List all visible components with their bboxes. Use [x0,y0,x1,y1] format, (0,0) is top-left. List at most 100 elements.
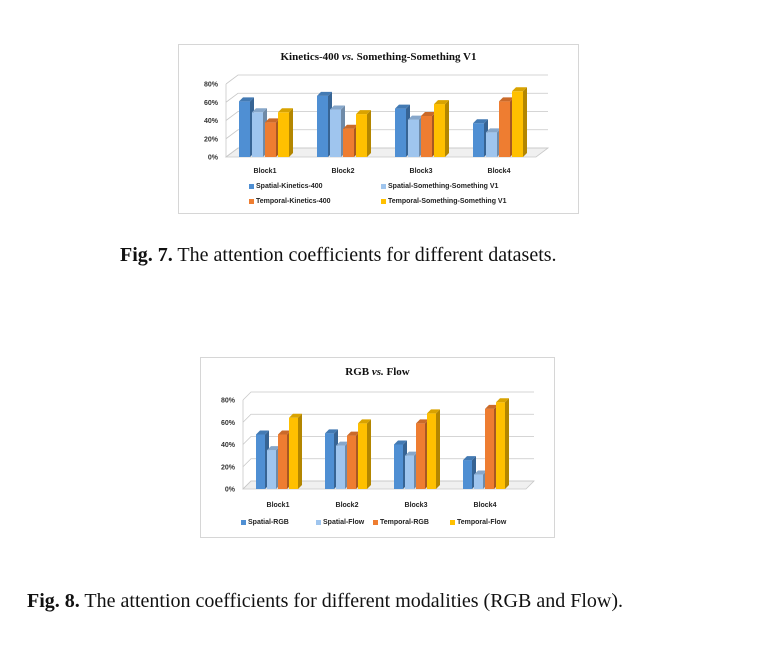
bar-top [325,429,338,434]
bar-front [289,417,298,489]
bar-front [474,474,483,489]
x-tick-label: Block3 [410,168,433,175]
x-tick-label: Block2 [336,502,359,509]
chart-title-vs: vs. [341,51,354,63]
chart-title-vs: vs. [371,366,384,378]
bar [265,118,280,157]
bar [421,111,436,157]
bar-side [289,108,293,157]
bar [278,108,293,157]
bar-front [256,434,265,489]
bar-front [267,450,276,489]
bar-front [434,104,445,157]
bar-top [278,430,291,435]
bar [496,398,509,489]
bar [486,128,501,157]
bar-front [416,423,425,489]
bar-top [317,91,332,96]
legend-item: Temporal-Something-Something V1 [381,198,507,205]
bar-front [499,101,510,157]
bar-front [239,101,250,157]
gridline [225,92,548,103]
bar [427,409,440,489]
legend-swatch [450,520,455,525]
legend-item: Temporal-Flow [450,519,506,526]
legend-swatch [381,184,386,189]
bar-top [336,441,349,446]
bar-top [265,118,280,123]
legend-label: Spatial-RGB [248,519,289,526]
bar-top [278,108,293,113]
bar [252,108,267,157]
bar-front [252,112,263,157]
bar-top [421,111,436,116]
legend-swatch [316,520,321,525]
gridline [242,391,534,401]
bar-top [427,409,440,414]
bar-top [473,119,488,124]
legend-item: Temporal-Kinetics-400 [249,198,331,205]
y-tick-label: 0% [208,155,219,162]
caption-text: The attention coefficients for different… [177,244,557,266]
bar [499,97,514,157]
legend-item: Spatial-Kinetics-400 [249,183,323,190]
legend-swatch [381,199,386,204]
chart-figure-datasets: Kinetics-400 vs. Something-Something V1 … [178,44,579,214]
bar-front [317,95,328,157]
bar-top [405,451,418,456]
legend-swatch [373,520,378,525]
bar-front [421,115,432,157]
legend-label: Temporal-Flow [457,519,507,526]
bar-top [252,108,267,113]
y-tick-label: 80% [221,398,236,405]
bar-top [267,446,280,451]
bar-top [394,440,407,445]
legend-item: Spatial-Flow [316,519,364,526]
bar-front [358,423,367,489]
bar-side [298,413,302,489]
figure-caption: Fig. 8. The attention coefficients for d… [27,590,623,613]
bar-top [434,100,449,105]
chart-title-right: Something-Something V1 [356,51,477,63]
chart-title-left: RGB [345,366,370,378]
legend-swatch [249,199,254,204]
bar [343,124,358,157]
bar-front [496,402,505,489]
bar-top [496,398,509,403]
bar [239,97,254,157]
bar-front [512,91,523,157]
bar-front [485,408,494,489]
bar-top [408,115,423,120]
bar-top [356,110,371,115]
x-tick-label: Block1 [267,502,290,509]
y-tick-label: 80% [204,82,219,89]
bar-front [427,413,436,489]
bar [408,115,423,157]
y-tick-label: 0% [225,487,236,494]
bar-front [278,112,289,157]
bar-front [325,433,334,489]
caption-label: Fig. 7. [120,244,173,266]
bar-side [436,409,440,489]
bar [358,419,371,489]
bar-chart-modalities: 0% 20% 40% 60% 80% Block1 Block2 Block3 Block4 [221,391,535,509]
bar-top [485,404,498,409]
bar-front [486,132,497,157]
legend-label: Temporal-Kinetics-400 [256,198,331,205]
bar-front [278,434,287,489]
bar-top [347,431,360,436]
legend-swatch [241,520,246,525]
bar [289,413,302,489]
bar-front [408,119,419,157]
bar-front [347,435,356,489]
legend-label: Spatial-Something-Something V1 [388,183,499,190]
legend-item: Spatial-Something-Something V1 [381,183,498,190]
bar [512,87,527,157]
bar-top [330,105,345,110]
x-tick-label: Block4 [474,502,497,509]
bar [356,110,371,157]
bar-top [395,104,410,109]
bar-top [289,413,302,418]
bar-chart-datasets: 0% 20% 40% 60% 80% Block1 Block2 Block3 Block4 [204,74,550,175]
bar-top [463,456,476,461]
